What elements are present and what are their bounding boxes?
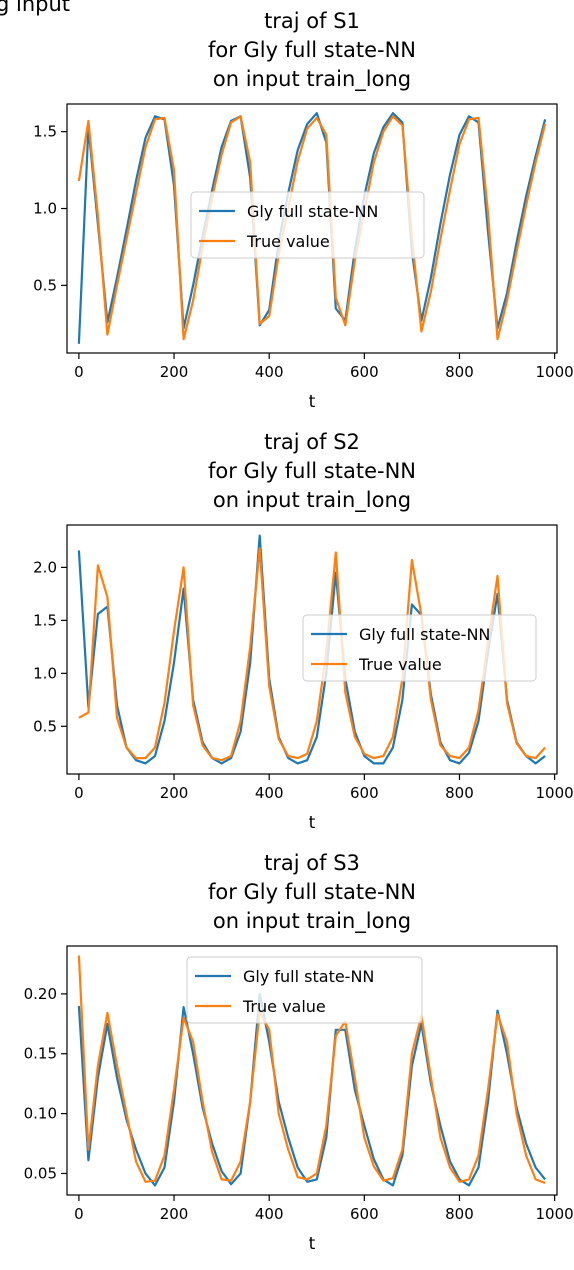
- x-tick-label: 600: [350, 1205, 379, 1223]
- x-tick-label: 1000: [536, 1205, 574, 1223]
- series-line-true-value: [78, 547, 546, 762]
- y-tick-label: 0.15: [24, 1045, 57, 1063]
- legend-entry-label: True value: [246, 232, 330, 251]
- y-tick-label: 2.0: [33, 558, 57, 576]
- x-tick-label: 600: [350, 784, 379, 802]
- x-axis-label: t: [309, 392, 316, 412]
- legend-entry-label: True value: [358, 655, 442, 674]
- x-tick-label: 600: [350, 363, 379, 381]
- chart-title-line-3: on input train_long: [213, 67, 411, 92]
- chart-panel-1: traj of S1 for Gly full state-NN on input …: [33, 9, 574, 412]
- legend-box: [302, 614, 537, 682]
- axes-frame: [66, 945, 558, 1196]
- series-line-predicted: [77, 112, 547, 344]
- x-tick-label: 1000: [536, 363, 574, 381]
- legend-entry-label: Gly full state-NN: [247, 202, 378, 221]
- axes-frame: [66, 103, 558, 354]
- chart-title-line-1: traj of S3: [264, 851, 360, 875]
- x-tick-label: 400: [255, 363, 284, 381]
- x-tick-label: 800: [445, 784, 474, 802]
- legend-box: [186, 956, 423, 1024]
- x-tick-label: 400: [255, 784, 284, 802]
- y-tick-label: 1.5: [33, 123, 57, 141]
- legend: Gly full state-NN True value: [302, 614, 537, 682]
- chart-title-line-2: for Gly full state-NN: [208, 38, 416, 62]
- x-tick-label: 800: [445, 363, 474, 381]
- x-tick-label: 200: [160, 784, 189, 802]
- chart-title-line-3: on input train_long: [213, 909, 411, 934]
- x-axis-label: t: [309, 1234, 316, 1254]
- chart-title-line-1: traj of S2: [264, 430, 360, 454]
- y-tick-label: 0.5: [33, 276, 57, 294]
- y-tick-label: 0.05: [24, 1164, 57, 1182]
- x-axis-label: t: [309, 813, 316, 833]
- chart-title-line-3: on input train_long: [213, 488, 411, 513]
- cropped-header-text: g input: [0, 0, 71, 16]
- chart-title-line-1: traj of S1: [264, 9, 360, 33]
- series-line-true-value: [77, 115, 547, 341]
- chart-panel-2: traj of S2 for Gly full state-NN on input …: [33, 430, 574, 833]
- series-line-predicted: [77, 992, 546, 1187]
- legend: Gly full state-NN True value: [190, 191, 425, 259]
- legend-entry-label: True value: [242, 997, 326, 1016]
- x-tick-label: 0: [74, 363, 84, 381]
- x-tick-label: 400: [255, 1205, 284, 1223]
- legend-entry-label: Gly full state-NN: [243, 967, 374, 986]
- x-tick-label: 800: [445, 1205, 474, 1223]
- y-tick-label: 1.0: [33, 200, 57, 218]
- chart-title-line-2: for Gly full state-NN: [208, 459, 416, 483]
- y-tick-label: 1.0: [33, 664, 57, 682]
- y-tick-label: 0.5: [33, 717, 57, 735]
- series-line-predicted: [77, 534, 546, 765]
- chart-title-line-2: for Gly full state-NN: [208, 880, 416, 904]
- x-tick-label: 1000: [536, 784, 574, 802]
- axes-frame: [66, 524, 558, 775]
- chart-panel-3: traj of S3 for Gly full state-NN on input …: [24, 851, 574, 1254]
- x-tick-label: 200: [160, 363, 189, 381]
- series-line-true-value: [77, 955, 546, 1185]
- y-tick-label: 0.20: [24, 985, 57, 1003]
- x-tick-label: 200: [160, 1205, 189, 1223]
- x-tick-label: 0: [74, 784, 84, 802]
- legend: Gly full state-NN True value: [186, 956, 423, 1024]
- y-tick-label: 0.10: [24, 1105, 57, 1123]
- legend-box: [190, 191, 425, 259]
- legend-entry-label: Gly full state-NN: [359, 625, 490, 644]
- y-tick-label: 1.5: [33, 611, 57, 629]
- x-tick-label: 0: [74, 1205, 84, 1223]
